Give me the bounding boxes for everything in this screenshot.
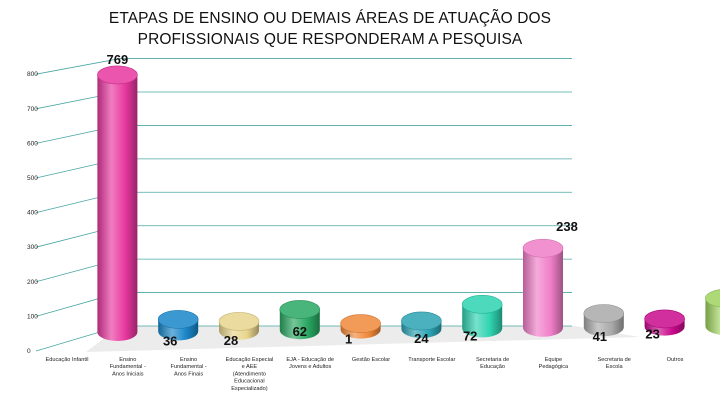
category-label: Equipe Pedagógica [539,357,569,370]
data-label: 769 [107,52,129,67]
gridline [35,58,572,75]
y-tick-label: 300 [27,244,38,251]
y-tick-label: 200 [27,279,38,286]
data-label: 72 [463,328,477,343]
chart-title-line-1: ETAPAS DE ENSINO OU DEMAIS ÁREAS DE ATUA… [108,10,552,27]
bar [218,312,260,340]
bar-body [523,248,563,337]
bar-body [705,298,720,335]
data-label: 24 [414,331,429,346]
data-label: 28 [224,333,238,348]
bar-top [340,314,381,333]
category-label: Secretaria de Educação [476,357,509,370]
bar [583,304,625,337]
category-label: EJA - Educação de Jovens e Adultos [286,357,334,370]
bar-body [97,74,138,341]
y-tick-label: 800 [27,71,38,78]
bar-top [705,289,720,308]
bar-top [218,312,260,331]
y-tick-label: 700 [27,106,38,113]
bar-top [644,309,685,329]
bar-top [157,310,199,329]
bar [705,289,720,335]
data-label: 62 [293,324,307,339]
category-label: Outros [667,357,684,363]
category-label: Ensino Fundamental -Anos Finais [171,357,207,377]
chart-title-line-2: PROFISSIONAIS QUE RESPONDERAM A PESQUISA [137,31,523,48]
bar-top [461,295,503,314]
bar [461,295,503,338]
y-tick-label: 0 [27,348,31,355]
bar [97,65,138,341]
bar [644,309,685,336]
bar-top [97,65,138,85]
bar [279,300,321,340]
bar [340,314,381,339]
chart-title: ETAPAS DE ENSINO OU DEMAIS ÁREAS DE ATUA… [0,8,660,50]
data-label: 1 [345,332,352,347]
bar [401,311,442,338]
y-tick-label: 500 [27,175,38,182]
bar [522,238,564,337]
y-axis: 0 100 200 300 400 500 600 700 800 [27,71,38,355]
category-label: Educação Infantil [46,357,89,363]
data-label: 36 [163,333,177,348]
bar-body [462,304,503,338]
category-label: Ensino Fundamental -Anos Iniciais [110,357,146,377]
category-label: Gestão Escolar [352,357,390,363]
category-label: Transporte Escolar [408,357,455,363]
bar-top [401,311,442,331]
data-label: 238 [556,219,578,234]
data-labels: 76936286212472238412383 [107,52,660,348]
bars [97,65,720,341]
x-axis: Educação Infantil Ensino Fundamental -Anos… [46,357,684,392]
y-tick-label: 400 [27,210,38,217]
bar-top [522,238,564,258]
y-tick-label: 100 [27,313,38,320]
bar-top [279,300,321,319]
category-label: Secretaria de Escola [598,357,631,370]
bar [157,310,199,341]
data-label: 41 [593,329,607,344]
data-label: 23 [645,327,659,342]
category-label: Educação Especial e AEE (Atendimento Educac… [226,357,274,392]
y-tick-label: 600 [27,140,38,147]
bar-top [583,304,625,323]
